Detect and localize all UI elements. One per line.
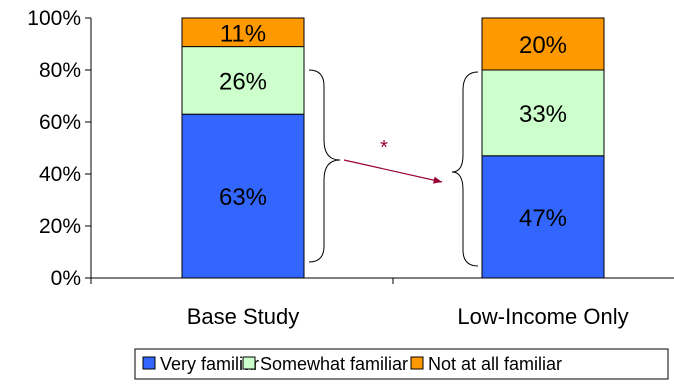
y-axis: 0% 20% 40% 60% 80% 100% — [27, 7, 92, 290]
legend-label: Somewhat familiar — [260, 354, 408, 374]
x-axis: Base Study Low-Income Only — [90, 277, 674, 329]
data-label: 11% — [220, 20, 266, 47]
data-label: 26% — [219, 68, 267, 95]
y-tick-label: 80% — [39, 59, 81, 82]
data-label: 20% — [519, 32, 567, 59]
legend-swatch — [142, 356, 156, 370]
bar-segment-not-at-all-familiar — [181, 17, 305, 48]
x-category-label: Low-Income Only — [457, 304, 628, 329]
bar-segment-somewhat-familiar — [481, 69, 605, 157]
significance-asterisk: * — [380, 137, 388, 159]
right-brace — [451, 71, 479, 267]
y-tick-label: 20% — [39, 215, 81, 238]
legend-swatch — [410, 356, 424, 370]
legend-swatch — [242, 356, 256, 370]
legend: Very familiar Somewhat familiar Not at all… — [134, 348, 669, 380]
left-brace — [308, 69, 341, 263]
legend-box — [134, 348, 669, 380]
bars: 63% 26% 11% 47% 33% 20% — [181, 17, 605, 279]
data-label: 63% — [219, 184, 267, 211]
bar-segment-somewhat-familiar — [181, 46, 305, 115]
bar-segment-not-at-all-familiar — [481, 17, 605, 71]
y-tick-label: 60% — [39, 111, 81, 134]
x-category-label: Base Study — [187, 304, 300, 329]
significance-annotation: * — [308, 69, 479, 267]
legend-label: Not at all familiar — [428, 354, 562, 374]
comparison-arrow — [343, 159, 443, 184]
data-label: 47% — [519, 205, 567, 232]
y-tick-label: 40% — [39, 163, 81, 186]
y-tick-label: 0% — [51, 267, 81, 290]
data-label: 33% — [519, 101, 567, 128]
legend-label: Very familiar — [160, 354, 259, 374]
bar-segment-very-familiar — [481, 155, 605, 279]
y-tick-label: 100% — [27, 7, 81, 30]
